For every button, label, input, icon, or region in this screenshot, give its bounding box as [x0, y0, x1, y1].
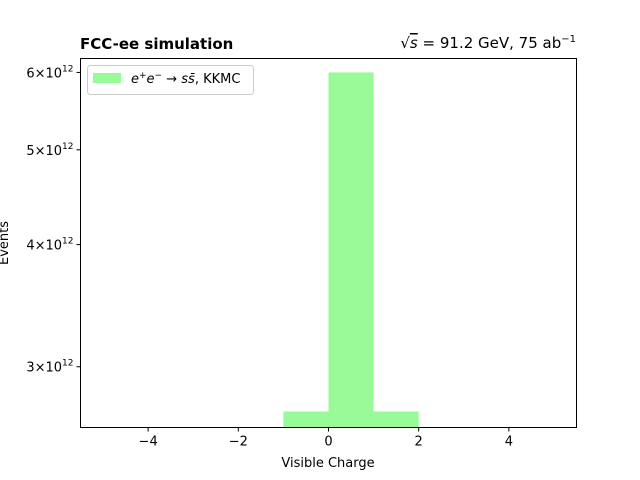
x-tick-label: 4: [505, 435, 513, 450]
x-axis-label: Visible Charge: [281, 456, 374, 471]
x-tick-label: 2: [415, 435, 423, 450]
x-tick-label: −2: [229, 435, 248, 450]
y-axis-ticks: 3×1012 4×1012 5×1012 6×1012: [26, 64, 81, 376]
y-tick-label: 5×1012: [26, 142, 73, 159]
chart-title-left: FCC-ee simulation: [80, 35, 233, 53]
y-tick-label: 3×1012: [26, 359, 73, 376]
bars-layer: [283, 72, 419, 428]
chart-title-right: √s = 91.2 GeV, 75 ab−1: [400, 34, 576, 52]
y-axis-label: Events: [0, 221, 12, 265]
legend-label: e+e− → ss̄, KKMC: [131, 71, 240, 87]
x-tick-label: 0: [324, 435, 332, 450]
x-tick-label: −4: [139, 435, 158, 450]
x-axis-ticks: −4 −2 0 2 4: [139, 427, 513, 450]
histogram-bar: [283, 411, 329, 428]
y-tick-label: 6×1012: [26, 64, 73, 81]
legend: e+e− → ss̄, KKMC: [87, 65, 254, 95]
histogram-bar: [328, 72, 374, 428]
legend-swatch: [93, 73, 121, 83]
histogram-bar: [373, 411, 419, 428]
legend-box: [87, 65, 254, 95]
y-tick-label: 4×1012: [26, 237, 73, 254]
